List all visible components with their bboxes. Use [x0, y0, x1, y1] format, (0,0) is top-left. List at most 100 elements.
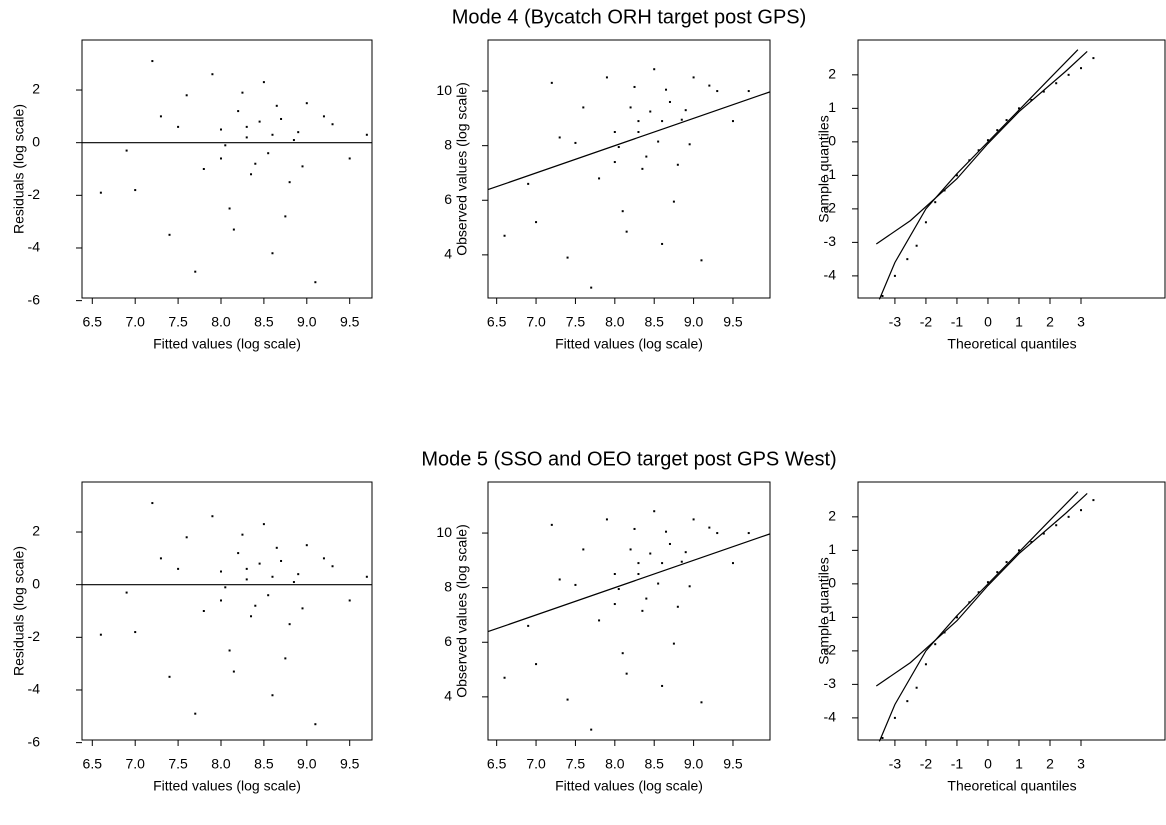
point: [348, 599, 351, 602]
point: [574, 141, 577, 144]
fit-line: [487, 91, 771, 191]
point: [934, 643, 937, 646]
point: [661, 684, 664, 687]
point: [633, 527, 636, 530]
y-tick-label: 0: [828, 575, 836, 591]
x-tick-label: 9.0: [297, 756, 317, 772]
x-tick-label: 2: [1046, 314, 1054, 330]
point: [731, 120, 734, 123]
x-tick-label: 7.0: [125, 314, 145, 330]
y-tick-label: 8: [444, 578, 452, 594]
point: [893, 716, 896, 719]
x-tick-label: 9.5: [723, 314, 743, 330]
x-axis-label: Fitted values (log scale): [555, 336, 703, 352]
point: [280, 117, 283, 120]
point: [906, 258, 909, 261]
point: [301, 165, 304, 168]
y-tick-label: 6: [444, 191, 452, 207]
point: [668, 542, 671, 545]
point: [661, 120, 664, 123]
x-tick-label: 7.5: [566, 314, 586, 330]
point: [322, 557, 325, 560]
y-tick-label: -2: [28, 628, 41, 644]
point: [219, 599, 222, 602]
point: [968, 159, 971, 162]
point: [613, 573, 616, 576]
point: [271, 252, 274, 255]
y-tick-label: -4: [28, 239, 41, 255]
x-tick-label: 8.0: [211, 756, 231, 772]
point: [924, 221, 927, 224]
x-tick-label: 7.5: [566, 756, 586, 772]
point: [125, 149, 128, 152]
x-axis-label: Theoretical quantiles: [947, 336, 1076, 352]
point: [292, 581, 295, 584]
point: [305, 544, 308, 547]
y-tick-label: -4: [824, 267, 837, 283]
point: [688, 143, 691, 146]
y-axis-label: Residuals (log scale): [11, 546, 27, 676]
point: [598, 177, 601, 180]
point: [224, 144, 227, 147]
x-tick-label: -1: [951, 314, 964, 330]
point: [881, 294, 884, 297]
point: [1080, 509, 1083, 512]
x-tick-label: 2: [1046, 756, 1054, 772]
point: [250, 615, 253, 618]
point: [134, 189, 137, 192]
point: [237, 552, 240, 555]
y-tick-label: 1: [828, 99, 836, 115]
point: [692, 76, 695, 79]
point: [613, 161, 616, 164]
y-tick-label: 0: [828, 133, 836, 149]
x-axis-label: Fitted values (log scale): [555, 778, 703, 794]
point: [245, 578, 248, 581]
point: [680, 118, 683, 121]
fit-line: [875, 50, 1088, 245]
plot-frame: [81, 39, 373, 299]
point: [590, 728, 593, 731]
point: [653, 68, 656, 71]
point: [1042, 532, 1045, 535]
point: [535, 221, 538, 224]
point: [566, 256, 569, 259]
x-axis-label: Theoretical quantiles: [947, 778, 1076, 794]
y-axis-label: Residuals (log scale): [11, 104, 27, 234]
point: [747, 532, 750, 535]
point: [637, 131, 640, 134]
point: [672, 642, 675, 645]
point: [676, 605, 679, 608]
x-tick-label: -2: [920, 314, 933, 330]
point: [968, 601, 971, 604]
y-axis-label: Sample quantiles: [816, 557, 832, 664]
point: [605, 518, 608, 521]
point: [219, 157, 222, 160]
y-axis-label: Sample quantiles: [816, 115, 832, 222]
point: [955, 174, 958, 177]
x-tick-label: 9.0: [297, 314, 317, 330]
x-tick-label: 3: [1077, 756, 1085, 772]
point: [629, 548, 632, 551]
point: [613, 131, 616, 134]
x-tick-label: 7.0: [526, 756, 546, 772]
point: [625, 230, 628, 233]
y-tick-label: -3: [824, 675, 837, 691]
x-tick-label: 1: [1015, 756, 1023, 772]
point: [185, 94, 188, 97]
x-tick-label: 9.5: [340, 314, 360, 330]
y-tick-label: 2: [32, 523, 40, 539]
point: [254, 162, 257, 165]
point: [1005, 561, 1008, 564]
y-tick-label: -2: [824, 200, 837, 216]
point: [271, 694, 274, 697]
point: [168, 233, 171, 236]
point: [672, 200, 675, 203]
point: [245, 136, 248, 139]
point: [151, 502, 154, 505]
fit-line: [878, 491, 1079, 742]
x-tick-label: 6.5: [83, 314, 103, 330]
point: [977, 149, 980, 152]
point: [731, 562, 734, 565]
